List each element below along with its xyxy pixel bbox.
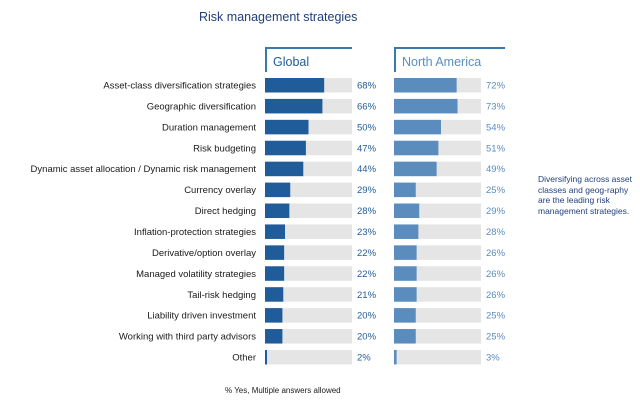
- panel-header-north-america: North America: [394, 47, 505, 72]
- value-label-global: 66%: [357, 101, 377, 112]
- value-label-global: 50%: [357, 122, 377, 133]
- value-label-global: 22%: [357, 248, 377, 259]
- bar-north-america: [394, 245, 417, 260]
- value-label-north-america: 72%: [486, 81, 506, 92]
- bar-global: [265, 119, 309, 135]
- value-label-global: 2%: [357, 353, 371, 364]
- value-label-global: 44%: [357, 164, 377, 175]
- value-label-north-america: 73%: [486, 101, 506, 112]
- category-label: Duration management: [162, 122, 256, 133]
- value-label-north-america: 54%: [486, 122, 506, 133]
- bar-global: [265, 161, 304, 177]
- bar-north-america: [394, 224, 419, 239]
- bar-north-america: [394, 98, 458, 114]
- value-label-north-america: 25%: [486, 311, 506, 322]
- bar-track-north-america: [394, 349, 481, 365]
- bar-global: [265, 98, 323, 114]
- category-label: Asset-class diversification strategies: [103, 81, 256, 92]
- value-label-global: 68%: [357, 81, 377, 92]
- value-label-global: 28%: [357, 206, 377, 217]
- value-label-north-america: 28%: [486, 227, 506, 238]
- category-label: Derivative/option overlay: [152, 248, 256, 259]
- value-label-north-america: 51%: [486, 143, 506, 154]
- category-label: Geographic diversification: [147, 101, 256, 112]
- bar-global: [265, 78, 325, 93]
- bar-track-global: [265, 287, 352, 302]
- bar-track-global: [265, 308, 352, 323]
- category-label: Currency overlay: [184, 185, 256, 196]
- value-label-north-america: 29%: [486, 206, 506, 217]
- chart-title: Risk management strategies: [199, 10, 358, 24]
- bar-track-global: [265, 266, 352, 281]
- bar-track-global: [265, 349, 352, 365]
- bar-north-america: [394, 266, 417, 281]
- bar-north-america: [394, 308, 416, 323]
- bar-north-america: [394, 203, 420, 219]
- value-label-north-america: 26%: [486, 290, 506, 301]
- bar-north-america: [394, 119, 441, 135]
- bar-north-america: [394, 161, 437, 177]
- bar-global: [265, 224, 286, 239]
- category-label: Liability driven investment: [147, 311, 256, 322]
- bar-global: [265, 349, 267, 365]
- bar-north-america: [394, 78, 457, 93]
- category-label: Working with third party advisors: [119, 332, 256, 343]
- bar-global: [265, 182, 291, 198]
- bar-north-america: [394, 329, 416, 344]
- category-label: Managed volatility strategies: [136, 269, 256, 280]
- bar-global: [265, 266, 285, 281]
- value-label-global: 23%: [357, 227, 377, 238]
- bar-north-america: [394, 349, 397, 365]
- value-label-north-america: 3%: [486, 353, 500, 364]
- category-label: Risk budgeting: [193, 143, 256, 154]
- value-label-global: 20%: [357, 311, 377, 322]
- value-label-global: 21%: [357, 290, 377, 301]
- category-label: Dynamic asset allocation / Dynamic risk …: [31, 164, 257, 175]
- bar-global: [265, 308, 283, 323]
- value-label-north-america: 49%: [486, 164, 506, 175]
- value-label-global: 29%: [357, 185, 377, 196]
- bar-track-global: [265, 224, 352, 239]
- bar-north-america: [394, 140, 439, 156]
- category-label: Tail-risk hedging: [187, 290, 256, 301]
- bar-global: [265, 287, 284, 302]
- value-label-north-america: 25%: [486, 332, 506, 343]
- value-label-north-america: 26%: [486, 269, 506, 280]
- value-label-north-america: 26%: [486, 248, 506, 259]
- annotation-note: Diversifying across asset classes and ge…: [538, 174, 633, 216]
- value-label-global: 22%: [357, 269, 377, 280]
- category-label: Other: [232, 353, 256, 364]
- bar-global: [265, 329, 283, 344]
- bar-track-global: [265, 245, 352, 260]
- bar-global: [265, 140, 306, 156]
- bar-global: [265, 245, 285, 260]
- category-label: Direct hedging: [195, 206, 256, 217]
- footnote: % Yes, Multiple answers allowed: [225, 386, 341, 395]
- value-label-global: 20%: [357, 332, 377, 343]
- category-label: Inflation-protection strategies: [134, 227, 256, 238]
- bar-north-america: [394, 182, 416, 198]
- value-label-global: 47%: [357, 143, 377, 154]
- bar-north-america: [394, 287, 417, 302]
- value-label-north-america: 25%: [486, 185, 506, 196]
- bar-global: [265, 203, 290, 219]
- bar-track-global: [265, 329, 352, 344]
- panel-header-global: Global: [265, 47, 352, 72]
